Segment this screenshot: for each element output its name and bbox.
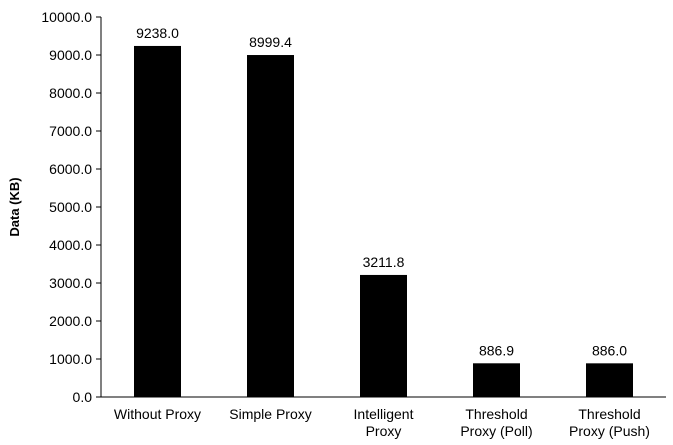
data-label: 886.9: [479, 342, 514, 358]
bar: [134, 45, 181, 398]
bar: [360, 274, 407, 397]
y-tick-label: 9000.0: [49, 47, 92, 63]
data-label: 3211.8: [363, 254, 405, 270]
y-tick-label: 10000.0: [41, 9, 92, 25]
y-tick-label: 2000.0: [49, 313, 92, 329]
bar: [247, 55, 294, 398]
bar: [586, 363, 633, 397]
x-tick-label: Threshold Proxy (Poll): [460, 406, 532, 439]
x-tick-label: Intelligent Proxy: [354, 406, 414, 439]
y-tick-label: 4000.0: [49, 237, 92, 253]
x-tick-label: Simple Proxy: [229, 406, 311, 422]
data-label: 8999.4: [249, 34, 292, 50]
y-tick-label: 3000.0: [49, 275, 92, 291]
y-tick-label: 0.0: [73, 389, 93, 405]
x-axis: Without Proxy Simple Proxy Intelligent Prox…: [114, 406, 650, 439]
y-axis: 0.0 1000.0 2000.0 3000.0 4000.0 5000.0 6000.0 7…: [41, 9, 101, 405]
y-tick-label: 5000.0: [49, 199, 92, 215]
x-tick-label: Without Proxy: [114, 406, 201, 422]
bars: 9238.0 8999.4 3211.8 886.9 886.0: [134, 25, 633, 398]
bar: [473, 363, 520, 397]
x-tick-label: Threshold Proxy (Push): [569, 406, 650, 439]
data-label: 886.0: [592, 342, 627, 358]
data-label: 9238.0: [136, 25, 179, 41]
y-tick-label: 7000.0: [49, 123, 92, 139]
y-tick-label: 1000.0: [49, 351, 92, 367]
y-tick-label: 6000.0: [49, 161, 92, 177]
y-tick-label: 8000.0: [49, 85, 92, 101]
y-axis-title: Data (KB): [7, 177, 22, 236]
